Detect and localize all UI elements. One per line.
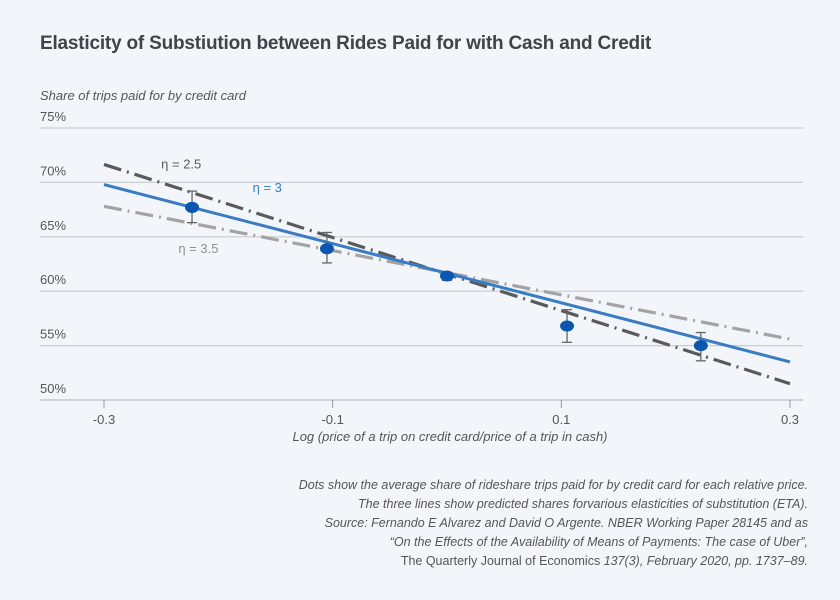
note-line-1: Dots show the average share of rideshare… (298, 478, 808, 492)
chart-notes: Dots show the average share of rideshare… (299, 476, 808, 571)
x-tick-label: 0.3 (781, 412, 799, 427)
y-axis-label: Share of trips paid for by credit card (40, 88, 246, 103)
series-label-1: η = 3 (253, 180, 282, 195)
series-labels: η = 2.5 η = 3 η = 3.5 (161, 156, 282, 256)
y-tick-label: 50% (40, 381, 66, 396)
chart-title: Elasticity of Substiution between Rides … (40, 33, 652, 54)
x-tick-label: -0.3 (93, 412, 115, 427)
y-tick-labels: 50% 55% 60% 65% 70% 75% (40, 109, 66, 396)
series-line-2 (103, 204, 791, 341)
x-tick-label: 0.1 (552, 412, 570, 427)
x-axis-label-text: Log (price of a trip on credit card/pric… (292, 429, 608, 444)
data-point (185, 201, 200, 213)
y-tick-label: 60% (40, 272, 66, 287)
note-line-4: “On the Effects of the Availability of M… (389, 535, 808, 549)
y-tick-label: 70% (40, 163, 66, 178)
series-label-2: η = 3.5 (178, 241, 218, 256)
data-point (693, 340, 708, 352)
note-line-3: Source: Fernando E Alvarez and David O A… (324, 516, 808, 530)
gridlines (40, 127, 803, 401)
y-tick-label: 55% (40, 327, 66, 342)
note-line-2: The three lines show predicted shares fo… (358, 497, 808, 511)
y-tick-label: 65% (40, 218, 66, 233)
journal-name: The Quarterly Journal of Economics (400, 554, 604, 568)
journal-citation: 137(3), February 2020, pp. 1737–89. (603, 554, 808, 568)
series-label-0: η = 2.5 (161, 156, 201, 171)
data-point (440, 270, 454, 282)
data-point (560, 320, 575, 332)
data-points (185, 201, 708, 352)
y-tick-label: 75% (40, 109, 66, 124)
data-point (319, 243, 334, 255)
note-line-5: The Quarterly Journal of Economics 137(3… (299, 552, 808, 571)
x-tick-label: -0.1 (321, 412, 343, 427)
x-axis-label: Log (price of a trip on credit card/pric… (0, 429, 840, 444)
x-ticks: -0.3 -0.1 0.1 0.3 (93, 400, 799, 427)
